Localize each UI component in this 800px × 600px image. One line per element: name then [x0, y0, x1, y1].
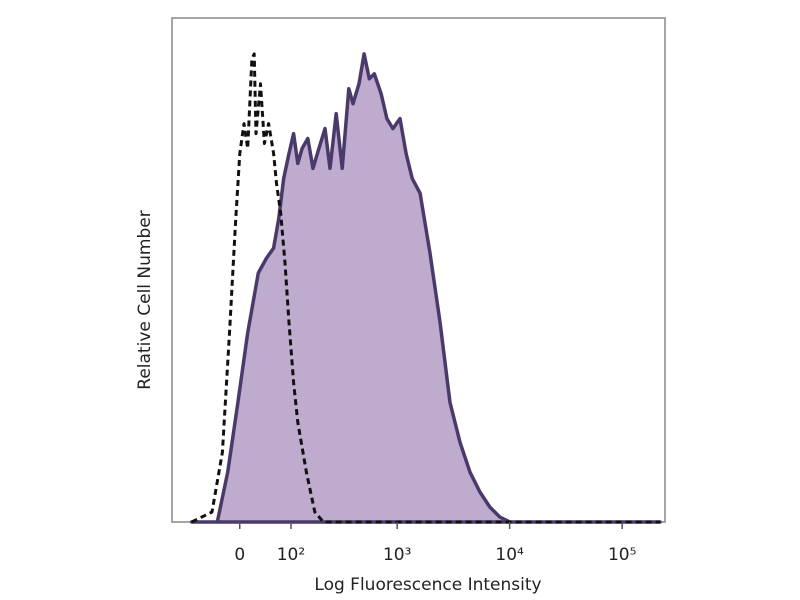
x-axis-label: Log Fluorescence Intensity [314, 575, 541, 595]
x-tick-label: 10⁵ [608, 545, 636, 565]
x-tick-label: 10³ [383, 545, 411, 565]
x-tick-label: 10² [277, 545, 305, 565]
x-tick-label: 10⁴ [495, 545, 524, 565]
sample-histogram [189, 52, 662, 524]
x-tick-label: 0 [234, 545, 245, 565]
control-histogram [191, 52, 661, 524]
y-axis-label: Relative Cell Number [135, 210, 155, 389]
